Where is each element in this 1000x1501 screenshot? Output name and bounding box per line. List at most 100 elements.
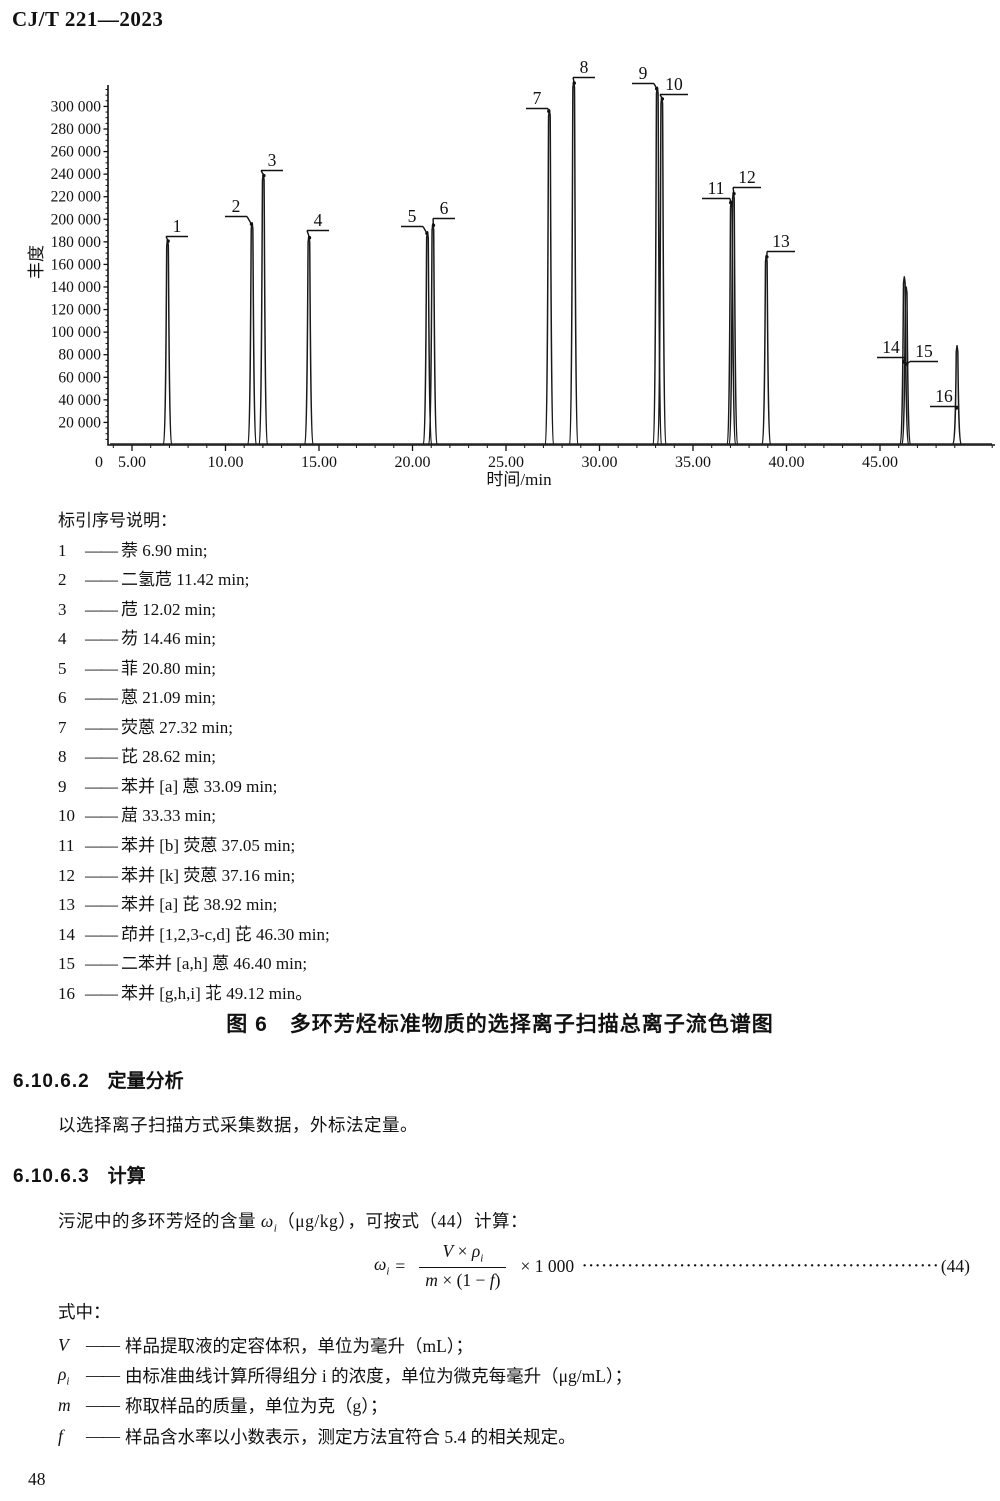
variable-definition: ρi —— 由标准曲线计算所得组分 i 的浓度，单位为微克每毫升（μg/mL）； — [58, 1363, 633, 1388]
peak-number-label: 14 — [882, 337, 900, 357]
standard-number-header: CJ/T 221—2023 — [12, 7, 164, 31]
peak-callout-8: 8 — [572, 57, 595, 85]
variable-definitions: V —— 样品提取液的定容体积，单位为毫升（mL）； ρi —— 由标准曲线计算所得组分 … — [58, 1330, 632, 1451]
legend-item: 2 —— 二氢苊 11.42 min; — [58, 570, 250, 590]
legend-item: 1 —— 萘 6.90 min; — [58, 540, 208, 560]
chromatogram-peak-2 — [247, 221, 257, 445]
chromatogram-peak-3 — [258, 173, 269, 445]
peak-callout-11: 11 — [702, 178, 733, 205]
peak-callout-12: 12 — [732, 167, 761, 196]
peak-legend: 标引序号说明： 1 —— 萘 6.90 min; 2 —— 二氢苊 11.42 min; 3… — [58, 506, 330, 1008]
legend-title: 标引序号说明： — [58, 511, 177, 530]
y-tick-label: 20 000 — [58, 414, 101, 431]
denominator: m × (1 − f) — [425, 1269, 501, 1290]
y-tick-label: 40 000 — [58, 392, 101, 409]
section-title: 定量分析 — [107, 1071, 184, 1092]
legend-item: 5 —— 菲 20.80 min; — [58, 658, 216, 678]
x-tick-label: 5.00 — [118, 454, 146, 471]
peak-number-label: 10 — [665, 74, 683, 94]
peak-number-label: 7 — [533, 88, 542, 108]
peak-callout-1: 1 — [165, 216, 188, 243]
legend-item: 16 —— 苯并 [g,h,i] 苝 49.12 min。 — [58, 983, 313, 1003]
equals-sign: = — [395, 1255, 406, 1276]
section-heading-6-10-6-2: 6.10.6.2 定量分析 — [13, 1066, 184, 1093]
chromatogram-peak-8 — [568, 80, 579, 445]
y-tick-label: 100 000 — [51, 324, 102, 341]
chromatogram-peak-15 — [901, 286, 912, 445]
peak-number-label: 9 — [639, 63, 648, 83]
legend-item: 4 —— 芴 14.46 min; — [58, 629, 216, 649]
legend-item: 14 —— 茚并 [1,2,3-c,d] 芘 46.30 min; — [58, 924, 330, 944]
equation-number: (44) — [940, 1255, 970, 1276]
page-number: 48 — [28, 1469, 46, 1489]
section-number: 6.10.6.2 — [13, 1071, 90, 1092]
peak-number-label: 11 — [708, 178, 725, 198]
dotted-leader: ········································… — [582, 1257, 941, 1274]
numerator: V × ρi — [419, 1241, 507, 1268]
y-tick-label: 160 000 — [51, 256, 102, 273]
x-tick-label: 35.00 — [675, 454, 711, 471]
variable-definition: f —— 样品含水率以小数表示，测定方法宜符合 5.4 的相关规定。 — [58, 1425, 576, 1447]
y-tick-label: 300 000 — [51, 98, 102, 115]
omega-variable: ωi — [260, 1211, 278, 1235]
equation-lhs: ωi — [374, 1254, 390, 1278]
figure-caption: 图 6 多环芳烃标准物质的选择离子扫描总离子流色谱图 — [226, 1013, 774, 1036]
legend-item: 13 —— 苯并 [a] 芘 38.92 min; — [58, 895, 278, 915]
y-tick-label: 280 000 — [51, 121, 102, 138]
peak-number-label: 8 — [580, 57, 589, 77]
peak-number-label: 12 — [738, 167, 756, 187]
x-tick-label: 10.00 — [208, 454, 244, 471]
fraction: V × ρi m × (1 − f) — [419, 1241, 507, 1291]
paragraph-quantitative-analysis: 以选择离子扫描方式采集数据，外标法定量。 — [58, 1115, 418, 1135]
y-tick-label: 80 000 — [58, 347, 101, 364]
chromatogram-peak-13 — [761, 254, 772, 445]
peak-callout-7: 7 — [526, 88, 551, 114]
x-tick-label: 30.00 — [582, 454, 618, 471]
peak-callout-10: 10 — [659, 74, 688, 101]
axes — [107, 85, 995, 446]
chromatogram-peak-16 — [952, 344, 962, 445]
paragraph-calculation-intro: 污泥中的多环芳烃的含量 ωi（μg/kg），可按式（44）计算： — [58, 1211, 529, 1235]
equation-44: ωi = V × ρi m × (1 − f) × 1 000 ········… — [58, 1234, 970, 1298]
section-number: 6.10.6.3 — [13, 1166, 90, 1187]
y-tick-label: 220 000 — [51, 189, 102, 206]
peak-number-label: 4 — [314, 210, 323, 230]
peak-callout-2: 2 — [225, 196, 254, 226]
x-tick-label: 25.00 — [488, 454, 524, 471]
multiplier: × 1 000 — [520, 1255, 575, 1276]
peak-callout-15: 15 — [905, 341, 938, 366]
where-label: 式中： — [58, 1302, 111, 1322]
y-tick-label: 180 000 — [51, 234, 102, 251]
legend-list: 1 —— 萘 6.90 min; 2 —— 二氢苊 11.42 min; 3 —— 苊 12.0… — [58, 536, 330, 1009]
section-title: 计算 — [107, 1166, 146, 1187]
x-tick-label: 40.00 — [769, 454, 805, 471]
x-tick-label: 45.00 — [862, 454, 898, 471]
peak-callout-4: 4 — [306, 210, 329, 240]
peak-number-label: 6 — [440, 198, 449, 218]
peak-callout-5: 5 — [401, 206, 429, 235]
peak-callout-14: 14 — [877, 337, 906, 364]
y-tick-label: 140 000 — [51, 279, 102, 296]
legend-item: 11 —— 苯并 [b] 荧蒽 37.05 min; — [58, 836, 296, 856]
variable-definition: m —— 称取样品的质量，单位为克（g）； — [58, 1395, 388, 1417]
peak-callout-6: 6 — [431, 198, 455, 227]
legend-item: 9 —— 苯并 [a] 蒽 33.09 min; — [58, 776, 278, 796]
peak-number-label: 16 — [935, 386, 953, 406]
legend-item: 7 —— 荧蒽 27.32 min; — [58, 717, 233, 737]
legend-item: 15 —— 二苯并 [a,h] 蒽 46.40 min; — [58, 954, 308, 974]
section-heading-6-10-6-3: 6.10.6.3 计算 — [13, 1161, 146, 1188]
chromatogram-peak-14 — [899, 276, 910, 445]
peak-number-label: 13 — [772, 231, 790, 251]
y-tick-label: 240 000 — [51, 166, 102, 183]
chromatogram-peak-6 — [427, 223, 438, 445]
x-origin-label: 0 — [95, 454, 103, 471]
variable-definition: V —— 样品提取液的定容体积，单位为毫升（mL）； — [58, 1334, 474, 1356]
y-tick-label: 200 000 — [51, 211, 102, 228]
y-tick-label: 120 000 — [51, 302, 102, 319]
x-axis-title: 时间/min — [486, 470, 552, 489]
chromatogram-peak-7 — [544, 109, 555, 445]
legend-item: 6 —— 蒽 21.09 min; — [58, 688, 216, 708]
legend-item: 12 —— 苯并 [k] 荧蒽 37.16 min; — [58, 865, 296, 885]
peak-callout-9: 9 — [632, 63, 659, 91]
